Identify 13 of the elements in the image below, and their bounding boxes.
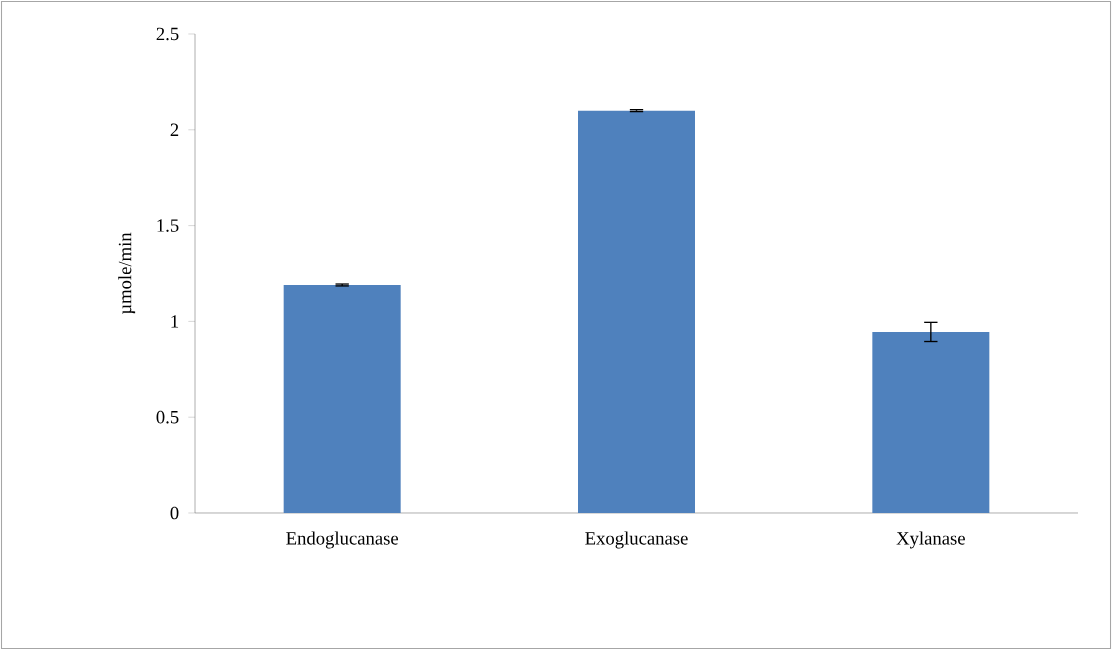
x-tick-label: Xylanase xyxy=(896,531,965,549)
bar xyxy=(578,110,696,513)
bar xyxy=(283,284,401,513)
x-tick-label: Endoglucanase xyxy=(286,531,399,549)
y-tick-label: 2 xyxy=(170,123,179,136)
y-tick-label: 1 xyxy=(171,315,179,328)
y-tick-label: 2.5 xyxy=(156,27,179,41)
x-tick-label: Exoglucanase xyxy=(585,531,688,549)
y-tick-label: 0 xyxy=(170,506,179,520)
y-tick-label: 0.5 xyxy=(156,410,179,424)
y-axis-title: µmole/min xyxy=(118,232,136,315)
bar xyxy=(872,331,990,513)
y-tick-label: 1.5 xyxy=(157,219,179,232)
